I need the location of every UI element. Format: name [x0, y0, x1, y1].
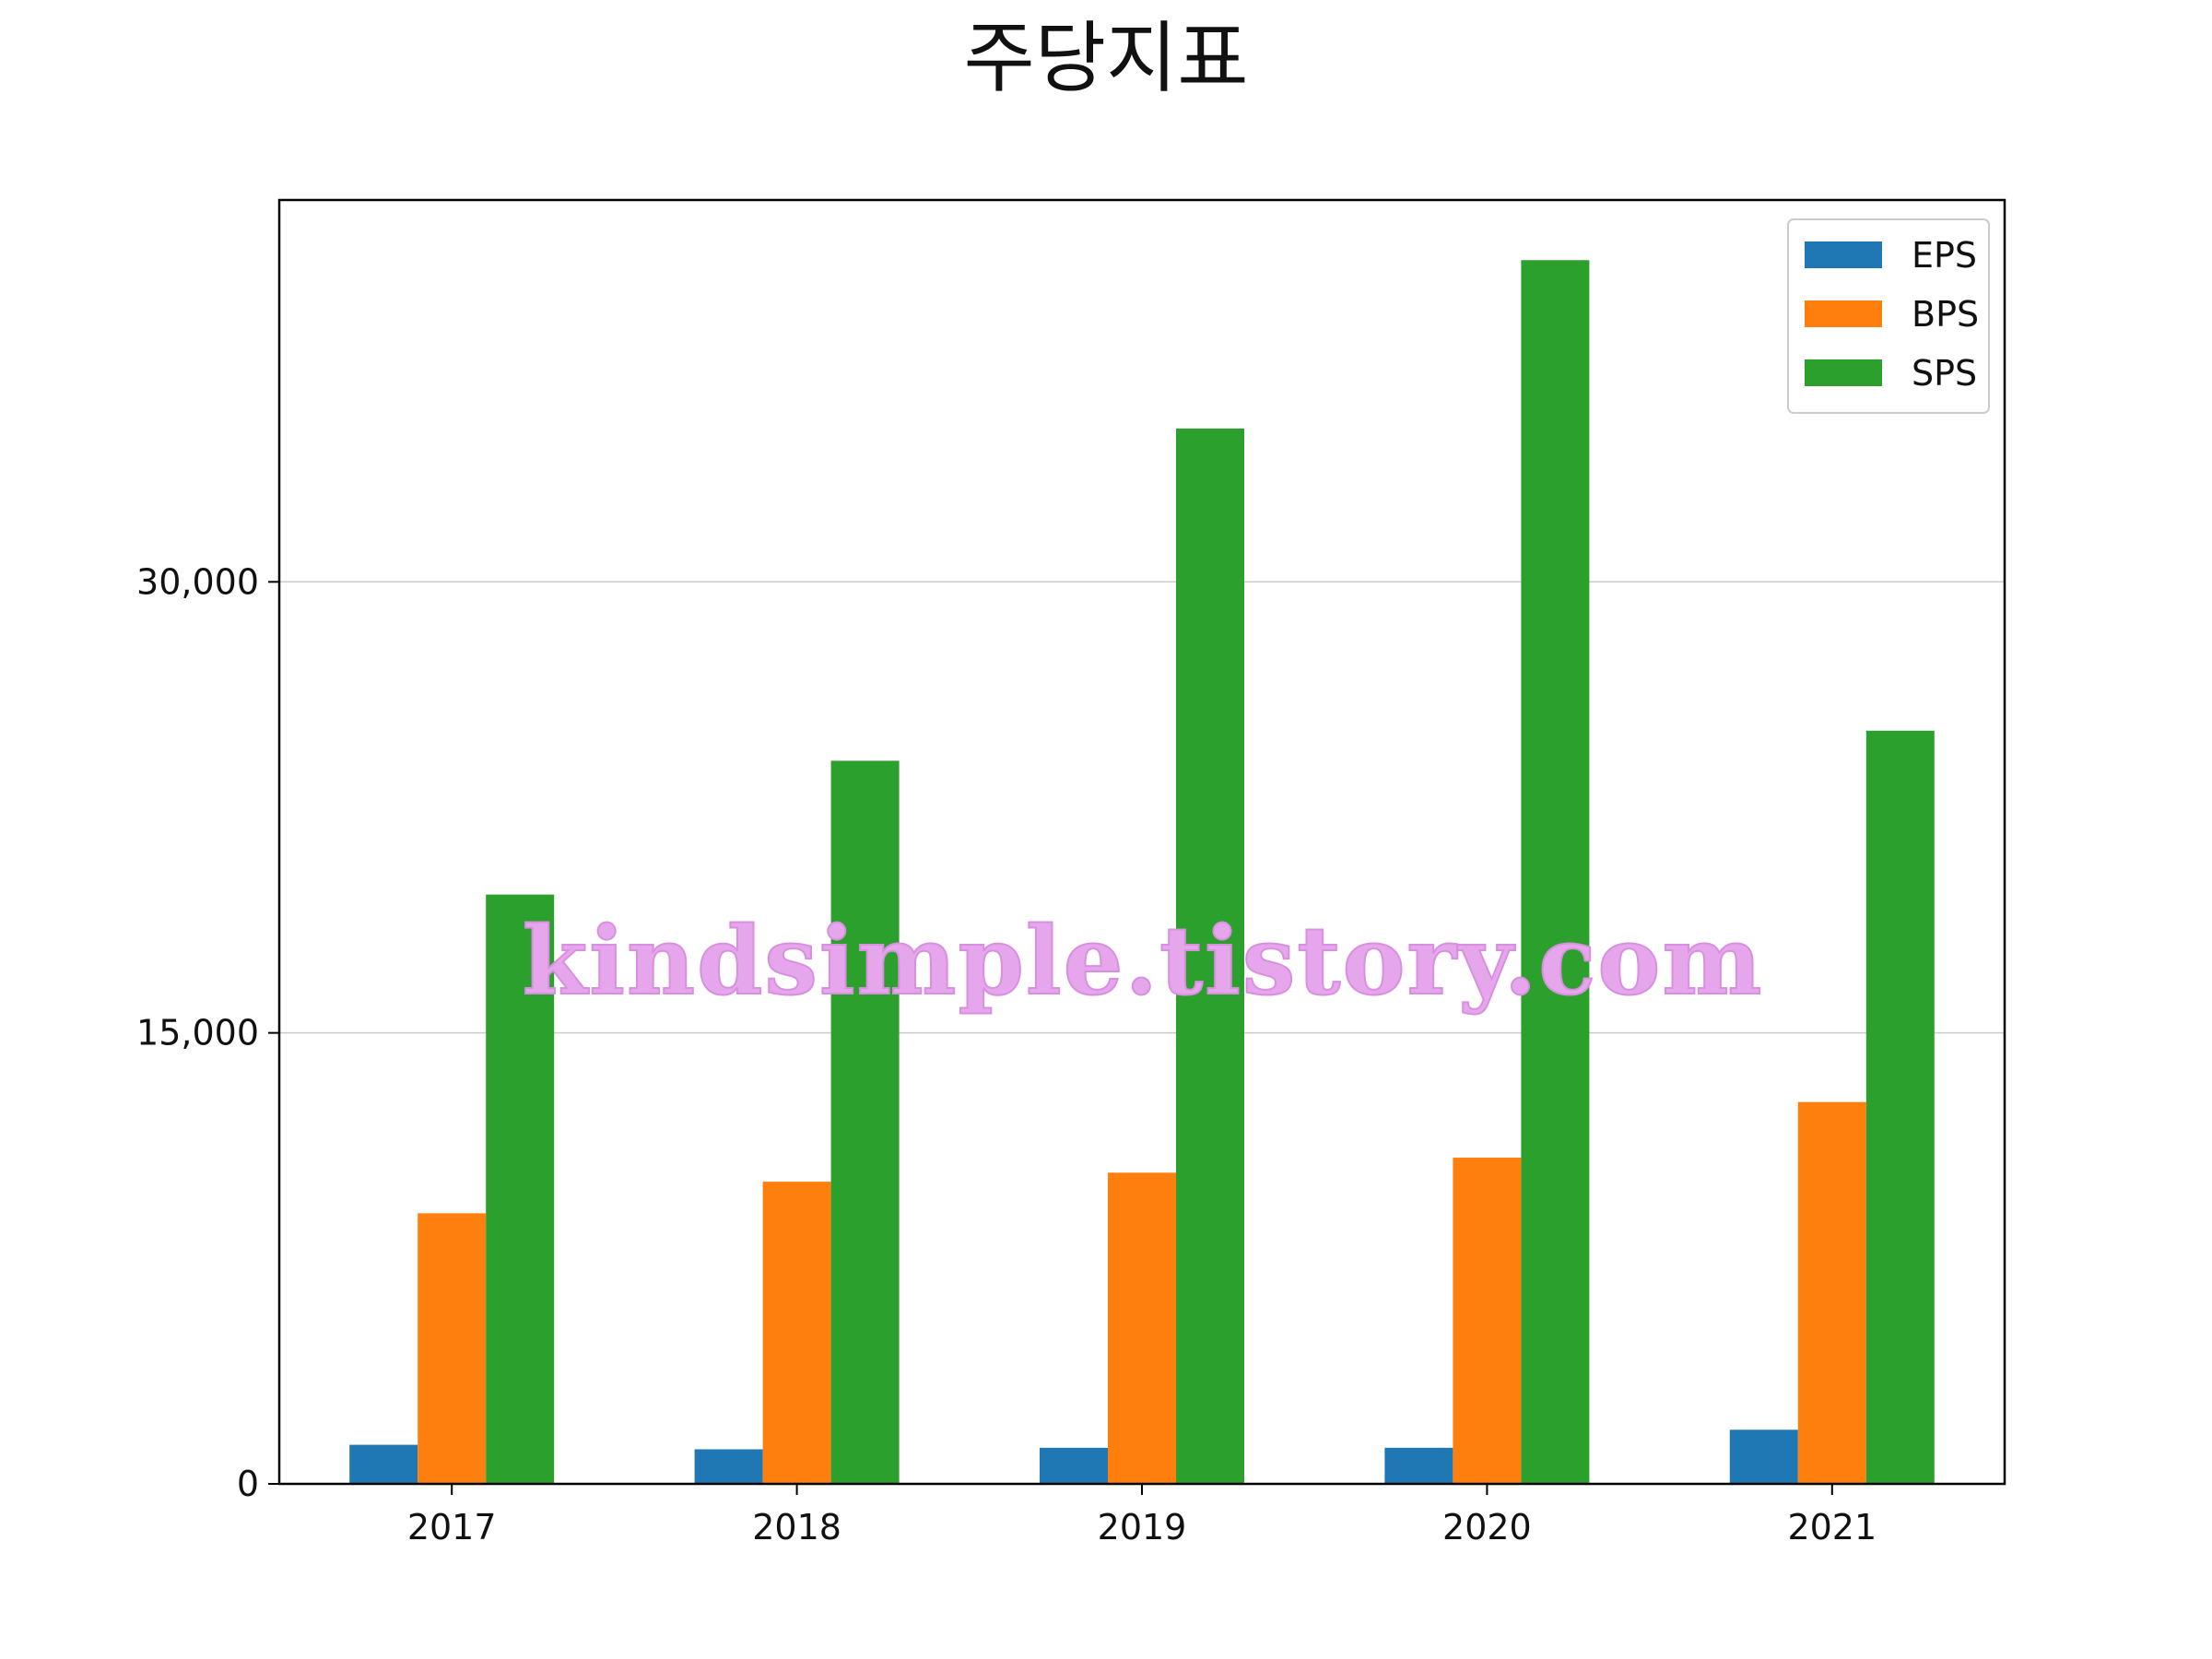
y-tick-label: 30,000: [136, 561, 259, 602]
bar-bps-2020: [1453, 1158, 1522, 1484]
legend-label-eps: EPS: [1912, 235, 1977, 276]
legend-swatch-eps: [1805, 241, 1882, 268]
bar-sps-2021: [1865, 730, 1935, 1484]
legend-swatch-sps: [1805, 359, 1882, 386]
bar-bps-2019: [1108, 1172, 1176, 1484]
x-tick-label: 2020: [1442, 1507, 1532, 1547]
bar-eps-2020: [1384, 1447, 1453, 1484]
x-tick-label: 2019: [1098, 1507, 1187, 1547]
bar-sps-2019: [1176, 428, 1244, 1484]
legend-label-bps: BPS: [1912, 294, 1979, 335]
bar-eps-2021: [1729, 1430, 1798, 1484]
gridlines: [279, 581, 2005, 1034]
bar-bps-2021: [1797, 1101, 1866, 1484]
bars: [349, 260, 1935, 1485]
legend: EPS BPS SPS: [1787, 218, 1990, 414]
bar-eps-2019: [1040, 1447, 1108, 1484]
x-tick-label: 2018: [752, 1507, 841, 1547]
legend-swatch-bps: [1805, 300, 1882, 327]
bar-sps-2017: [486, 894, 555, 1484]
bar-eps-2018: [694, 1449, 763, 1484]
bar-sps-2018: [830, 760, 900, 1484]
legend-label-sps: SPS: [1912, 353, 1977, 394]
chart-title: 주당지표: [963, 13, 1248, 103]
y-tick-label: 0: [237, 1464, 259, 1504]
axes: 0 15,000 30,000 2017 2018 2019 2020 2021: [136, 561, 1877, 1547]
bar-sps-2020: [1521, 260, 1590, 1485]
x-tick-label: 2017: [407, 1507, 497, 1547]
watermark-layer: kindsimple.tistory.com: [522, 905, 1764, 1018]
y-tick-label: 15,000: [136, 1013, 259, 1053]
bar-bps-2018: [762, 1182, 831, 1484]
x-tick-label: 2021: [1787, 1507, 1877, 1547]
bar-eps-2017: [349, 1444, 418, 1484]
watermark-text: kindsimple.tistory.com: [523, 906, 1764, 1017]
bar-bps-2017: [418, 1213, 487, 1484]
